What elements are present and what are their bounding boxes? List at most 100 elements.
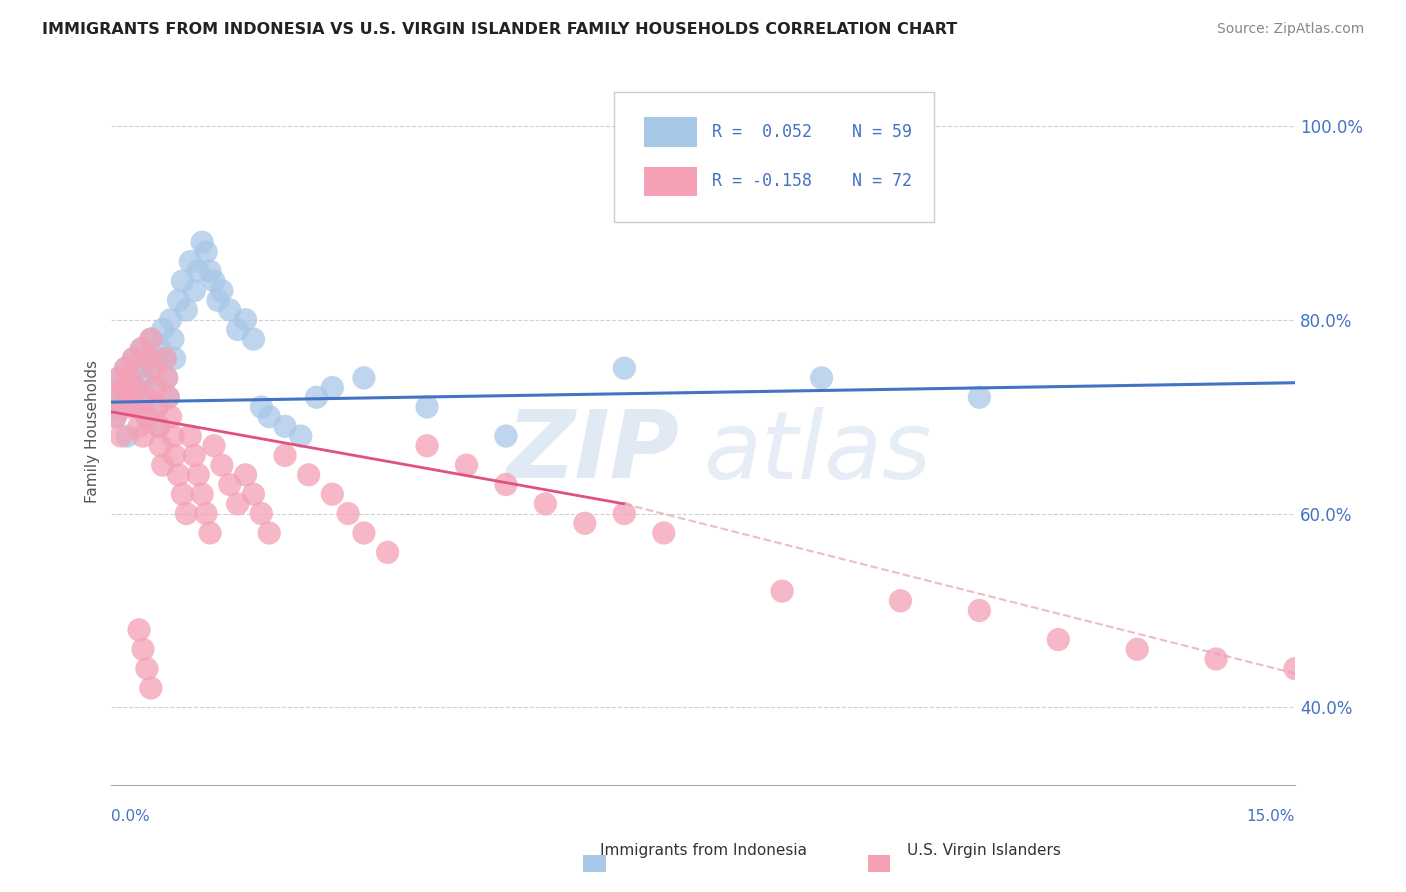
Point (125, 400, 148, 414)
Point (172, 487, 194, 501)
Point (135, 662, 157, 676)
Point (176, 507, 198, 521)
Text: 0.0%: 0.0% (111, 809, 150, 824)
Point (125, 400, 148, 414)
Point (128, 361, 150, 376)
Point (187, 264, 209, 278)
Point (456, 458, 478, 472)
Text: U.S. Virgin Islanders: U.S. Virgin Islanders (907, 843, 1062, 858)
Bar (644, 167, 697, 196)
Point (108, 371, 131, 385)
Point (131, 342, 153, 356)
Point (218, 477, 240, 491)
Point (128, 419, 150, 434)
Point (167, 467, 190, 482)
Point (162, 429, 184, 443)
Point (179, 254, 201, 268)
Point (159, 312, 181, 326)
Text: ZIP: ZIP (506, 407, 679, 499)
Point (139, 332, 162, 346)
Point (353, 371, 375, 385)
Point (104, 409, 127, 424)
Point (132, 429, 155, 443)
Point (114, 361, 136, 376)
Point (495, 429, 517, 443)
Point (112, 381, 135, 395)
Point (1205, 652, 1227, 666)
Point (211, 284, 233, 298)
Point (138, 351, 160, 366)
Point (139, 332, 162, 346)
Text: atlas: atlas (703, 407, 931, 498)
Point (159, 409, 181, 424)
Point (226, 322, 249, 336)
Point (176, 303, 198, 318)
Point (211, 458, 233, 472)
Point (1126, 642, 1149, 657)
Point (202, 274, 225, 288)
Point (135, 409, 157, 424)
Text: Source: ZipAtlas.com: Source: ZipAtlas.com (1216, 22, 1364, 37)
Point (377, 545, 399, 559)
Point (148, 419, 170, 434)
Point (274, 419, 297, 434)
Point (321, 487, 343, 501)
Point (115, 429, 138, 443)
Point (290, 429, 312, 443)
Point (613, 507, 636, 521)
Point (298, 467, 321, 482)
Point (146, 400, 169, 414)
Point (167, 293, 190, 308)
Point (235, 467, 257, 482)
Point (134, 390, 156, 404)
Point (337, 507, 360, 521)
Point (118, 390, 141, 404)
Point (179, 429, 201, 443)
Point (132, 371, 155, 385)
Point (118, 390, 141, 404)
Point (110, 429, 132, 443)
Point (495, 477, 517, 491)
Point (183, 449, 205, 463)
Point (257, 525, 280, 540)
Point (153, 351, 176, 366)
Point (143, 381, 166, 395)
Point (534, 497, 557, 511)
Point (120, 371, 142, 385)
Point (770, 584, 793, 599)
Point (152, 458, 174, 472)
Point (162, 332, 184, 346)
Point (207, 293, 229, 308)
Point (157, 390, 180, 404)
Bar (644, 117, 697, 147)
Point (191, 235, 214, 250)
Text: Immigrants from Indonesia: Immigrants from Indonesia (599, 843, 807, 858)
Point (202, 439, 225, 453)
Point (122, 351, 145, 366)
Point (107, 390, 129, 404)
Point (139, 681, 162, 695)
Point (138, 351, 160, 366)
Point (198, 264, 221, 278)
Text: 15.0%: 15.0% (1247, 809, 1295, 824)
Point (153, 351, 176, 366)
Point (889, 594, 911, 608)
Point (110, 400, 132, 414)
Point (124, 381, 146, 395)
Point (183, 284, 205, 298)
Point (122, 351, 145, 366)
Point (124, 381, 146, 395)
Point (112, 381, 135, 395)
Y-axis label: Family Households: Family Households (86, 359, 100, 503)
Point (305, 390, 328, 404)
Point (652, 525, 675, 540)
Point (195, 244, 218, 259)
Point (195, 507, 218, 521)
Text: R =  0.052    N = 59: R = 0.052 N = 59 (711, 123, 911, 141)
Text: IMMIGRANTS FROM INDONESIA VS U.S. VIRGIN ISLANDER FAMILY HOUSEHOLDS CORRELATION : IMMIGRANTS FROM INDONESIA VS U.S. VIRGIN… (42, 22, 957, 37)
Point (156, 371, 179, 385)
Point (107, 390, 129, 404)
Point (141, 361, 163, 376)
Text: R = -0.158    N = 72: R = -0.158 N = 72 (711, 172, 911, 191)
Point (242, 487, 264, 501)
